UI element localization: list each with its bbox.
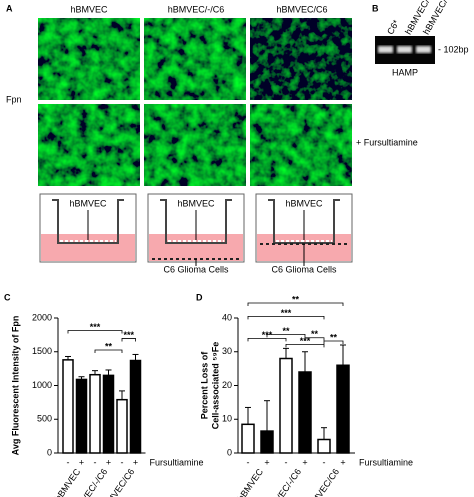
bar <box>62 359 74 454</box>
column-label: hBMVEC/C6 <box>276 4 327 14</box>
micrograph <box>38 18 140 100</box>
micrographs <box>38 18 352 186</box>
gene-label: HAMP <box>392 67 418 77</box>
group-label: hBMVEC/-/C6 <box>262 467 303 497</box>
treatment-label: + Fursultiamine <box>356 137 418 147</box>
y-tick-label: 40 <box>222 312 232 322</box>
significance-label: *** <box>90 322 101 332</box>
insert-label: hBMVEC <box>177 198 215 208</box>
panel-label: C <box>4 292 11 302</box>
significance-bracket <box>323 340 344 344</box>
significance-bracket <box>67 330 123 334</box>
significance-bracket <box>247 337 287 342</box>
cells-label: C6 Glioma Cells <box>271 264 337 274</box>
y-axis-label: Avg Fluorescent Intensity of Fpn <box>10 316 20 456</box>
cells-label: C6 Glioma Cells <box>163 264 229 274</box>
marker-label: - 102bp <box>438 44 469 54</box>
micrograph <box>250 18 352 100</box>
x-tick-label: + <box>264 457 269 467</box>
bar <box>336 364 350 454</box>
significance-label: *** <box>281 308 292 318</box>
column-label: hBMVEC/-/C6 <box>168 4 225 14</box>
group-label: hBMVEC <box>53 466 83 497</box>
insert <box>52 199 124 244</box>
panel-label: B <box>372 3 379 13</box>
bar <box>116 398 128 454</box>
y-tick-label: 0 <box>47 447 52 457</box>
y-tick-label: 10 <box>222 414 232 424</box>
y-axis-label: Cell-associated ⁵⁹Fe <box>210 342 220 430</box>
x-tick-label: - <box>121 457 124 467</box>
group-label: hBMVEC <box>236 466 266 497</box>
x-tick-label: + <box>133 457 138 467</box>
bar <box>75 378 88 454</box>
x-tick-label: + <box>302 457 307 467</box>
bar <box>279 357 293 454</box>
micrograph <box>38 104 140 186</box>
y-axis-label: Percent Loss of <box>199 351 209 420</box>
group-label: hBMVEC/C6 <box>304 467 341 497</box>
significance-bracket <box>266 333 306 338</box>
significance-label: ** <box>311 329 319 339</box>
significance-label: ** <box>330 332 338 342</box>
bar <box>317 438 331 454</box>
significance-label: ** <box>282 326 290 336</box>
x-axis-label: Fursultiamine <box>150 457 204 467</box>
bar <box>89 373 101 454</box>
insert <box>160 199 232 244</box>
x-tick-label: - <box>285 457 288 467</box>
x-tick-label: - <box>67 457 70 467</box>
bar <box>260 430 274 454</box>
y-tick-label: 500 <box>37 414 52 424</box>
significance-bracket <box>94 349 123 353</box>
gel-band <box>397 46 412 53</box>
y-tick-label: 1000 <box>32 380 52 390</box>
gel-band <box>378 46 393 53</box>
bar <box>129 359 142 454</box>
bar <box>102 374 115 454</box>
insert-label: hBMVEC <box>285 198 323 208</box>
row-label: Fpn <box>6 94 22 104</box>
significance-label: ** <box>292 294 300 304</box>
insert-label: hBMVEC <box>69 198 107 208</box>
micrograph <box>250 104 352 186</box>
x-tick-label: + <box>340 457 345 467</box>
significance-bracket <box>121 338 136 342</box>
x-tick-label: + <box>106 457 111 467</box>
y-tick-label: 1500 <box>32 346 52 356</box>
significance-bracket <box>247 315 325 320</box>
significance-bracket <box>285 343 325 348</box>
bar <box>241 423 255 454</box>
x-tick-label: - <box>94 457 97 467</box>
micrograph <box>144 18 246 100</box>
x-tick-label: + <box>79 457 84 467</box>
panel-label: D <box>196 292 203 302</box>
panel-label: A <box>6 3 13 13</box>
micrograph <box>144 104 246 186</box>
significance-bracket <box>247 302 344 306</box>
y-tick-label: 30 <box>222 346 232 356</box>
significance-label: *** <box>123 330 134 340</box>
y-tick-label: 2000 <box>32 312 52 322</box>
y-tick-label: 20 <box>222 380 232 390</box>
significance-bracket <box>304 337 325 341</box>
x-axis-label: Fursultiamine <box>359 457 413 467</box>
significance-label: ** <box>105 341 113 351</box>
column-label: hBMVEC <box>70 4 108 14</box>
lane-label: C6* <box>385 18 401 36</box>
x-tick-label: - <box>247 457 250 467</box>
significance-label: *** <box>300 336 311 346</box>
gel-band <box>416 46 431 53</box>
x-tick-label: - <box>323 457 326 467</box>
transwell-diagrams: hBMVEC hBMVEC C6 Glioma Cells hBMVEC C6 Glio… <box>39 193 353 274</box>
bar <box>298 371 312 454</box>
y-tick-label: 0 <box>227 447 232 457</box>
